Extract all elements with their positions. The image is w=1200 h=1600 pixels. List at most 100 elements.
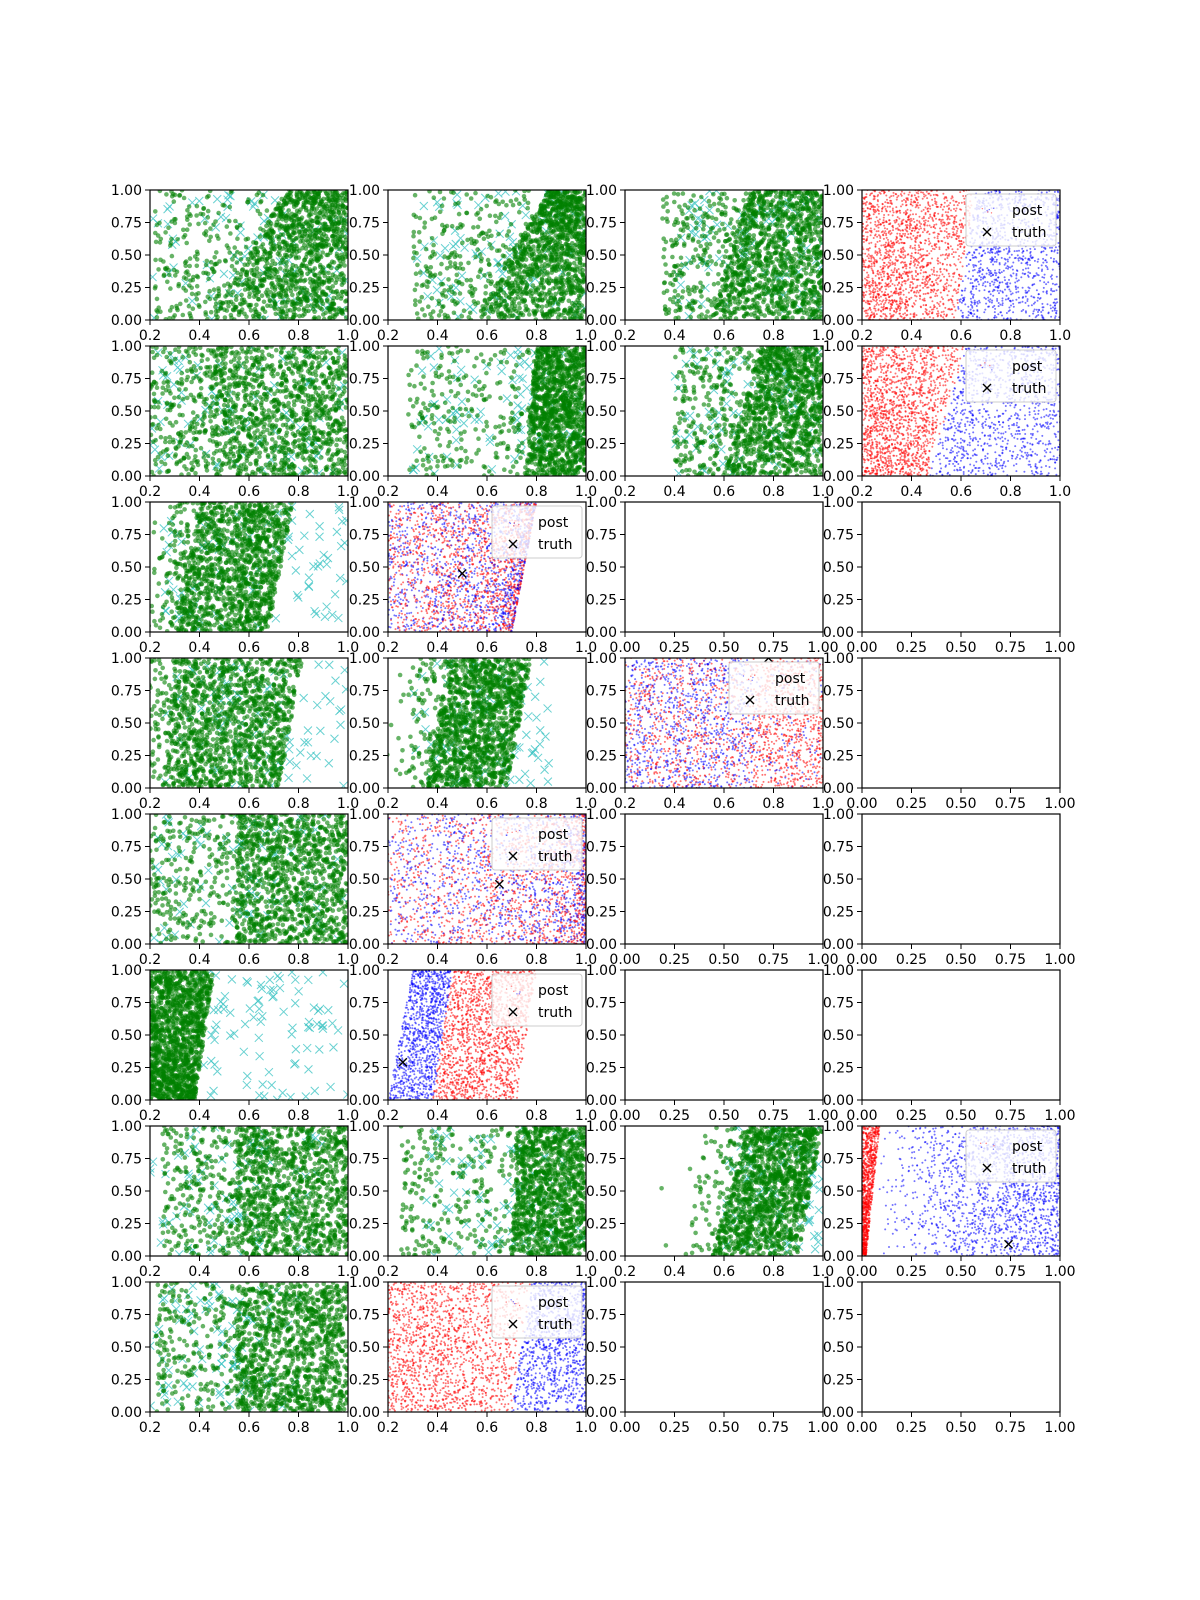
sample-point [577,305,582,311]
sample-point [540,219,545,224]
sample-point [575,297,580,303]
posterior-point [987,299,990,302]
sample-point [244,272,250,278]
sample-point [339,282,345,288]
posterior-point [1045,253,1048,256]
sample-point [779,306,785,311]
sample-point [693,225,699,231]
sample-point [690,307,696,313]
posterior-point [1007,251,1010,254]
sample-point [796,190,802,195]
sample-point [725,265,731,270]
sample-point [439,261,444,267]
sample-point [559,256,564,261]
sample-point [724,195,730,201]
posterior-point [1015,298,1018,301]
sample-point [330,238,336,244]
sample-point [482,311,488,317]
sample-point [451,190,456,196]
sample-point [466,315,472,320]
truth-x-mark [498,269,507,279]
sample-point [327,227,332,232]
sample-point [276,217,281,222]
posterior-point [931,247,934,250]
sample-point [168,240,174,246]
sample-point [713,311,718,317]
sample-point [563,262,568,268]
sample-point [440,231,445,237]
sample-point [323,227,328,233]
posterior-point [996,298,999,300]
sample-point [512,303,518,309]
posterior-point [991,248,994,251]
sample-point [737,223,742,228]
posterior-point [972,269,974,272]
sample-point [281,239,286,245]
sample-point [740,290,746,296]
sample-point [511,247,516,253]
sample-point [771,304,776,310]
sample-point [448,284,454,290]
sample-point [799,292,804,298]
sample-point [496,201,502,207]
sample-point [766,242,772,247]
sample-point [780,190,786,194]
sample-point [758,205,763,211]
sample-point [699,194,704,200]
truth-x-mark [495,264,504,274]
sample-point [411,255,416,261]
sample-point [477,216,483,222]
sample-point [295,200,300,206]
sample-point [713,230,719,236]
sample-point [281,226,287,231]
sample-point [664,201,669,206]
posterior-point [976,300,979,303]
sample-point [321,214,327,220]
sample-point [554,197,560,202]
sample-point [664,288,670,294]
sample-point [512,288,517,294]
sample-point [752,301,757,307]
sample-point [546,201,552,206]
sample-point [693,247,698,252]
sample-point [452,299,457,304]
sample-point [316,194,322,199]
x-tick-label: 0.8 [525,328,547,344]
sample-point [310,232,316,237]
sample-point [260,242,266,247]
posterior-point [917,249,920,252]
sample-point [344,291,348,296]
sample-point [706,198,712,204]
posterior-point [952,251,955,254]
sample-point [430,309,436,314]
posterior-point [960,231,963,234]
sample-point [707,230,713,235]
sample-point [235,249,240,255]
sample-point [788,287,794,293]
sample-point [460,240,465,246]
truth-x-mark [194,196,204,206]
sample-point [466,260,471,266]
posterior-point [945,282,948,285]
sample-point [312,190,318,195]
posterior-point [927,217,930,220]
y-tick-label: 1.00 [111,183,142,199]
sample-point [759,231,764,237]
sample-point [268,290,274,295]
sample-point [770,234,776,239]
sample-point [679,208,684,213]
sample-point [299,273,304,278]
sample-point [436,313,442,318]
sample-point [448,264,453,269]
sample-point [269,281,274,287]
sample-point [183,276,189,282]
sample-point [752,287,758,293]
sample-point [797,240,802,246]
sample-point [254,302,259,308]
posterior-point [947,204,950,207]
sample-point [725,271,730,276]
sample-point [795,205,801,211]
sample-point [572,226,578,232]
sample-point [708,314,713,320]
posterior-point [880,210,883,213]
